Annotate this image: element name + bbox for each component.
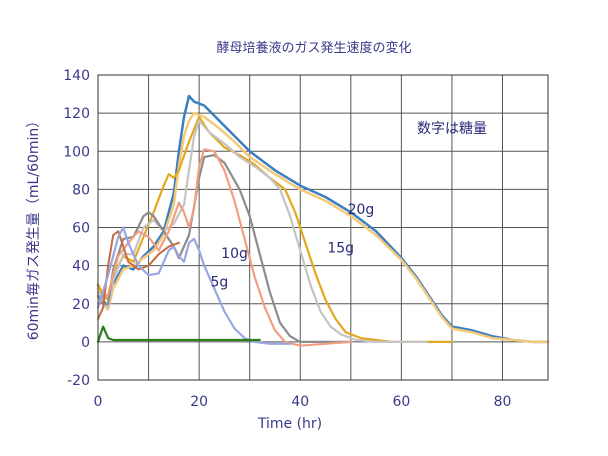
y-tick-label: 60: [72, 221, 90, 237]
y-tick-label: 20: [72, 297, 90, 313]
plot-frame: [97, 74, 549, 381]
y-tick-label: 0: [81, 335, 90, 351]
chart-title: 酵母培養液のガス発生速度の変化: [216, 40, 411, 56]
annotation-label: 5g: [210, 275, 228, 291]
series-annotations: 20g 15g 10g 5g: [210, 202, 374, 290]
y-tick-label: -20: [67, 373, 90, 389]
annotation-label: 10g: [221, 246, 248, 262]
x-tick-label: 80: [494, 394, 512, 410]
series-line-1: [96, 94, 550, 344]
x-tick-label: 40: [291, 394, 309, 410]
series-line-8: [96, 226, 292, 345]
x-axis-label: Time (hr): [257, 416, 322, 432]
annotation-label: 20g: [348, 202, 375, 218]
y-tick-label: 140: [63, 68, 90, 84]
series-line-9: [96, 325, 261, 343]
y-tick-label: 100: [63, 144, 90, 160]
x-tick-label: 60: [392, 394, 410, 410]
y-axis-label: 60min毎ガス発生量（mL/60min）: [26, 114, 42, 341]
legend-note: 数字は糖量: [417, 121, 487, 137]
series-line-6: [96, 148, 352, 347]
series-line-7: [97, 230, 180, 320]
series-line-3: [96, 115, 453, 343]
series-lines: [96, 94, 550, 347]
y-tick-label: 80: [72, 182, 90, 198]
y-tick-label: 120: [63, 106, 90, 122]
annotation-label: 15g: [327, 240, 354, 256]
x-tick-label: 0: [94, 394, 103, 410]
y-tick-label: 40: [72, 259, 90, 275]
x-tick-label: 20: [190, 394, 208, 410]
series-line-4: [96, 119, 428, 343]
